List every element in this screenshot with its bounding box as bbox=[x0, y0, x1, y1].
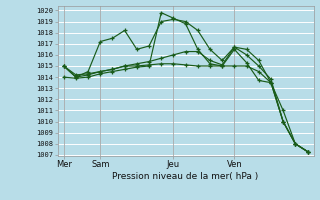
X-axis label: Pression niveau de la mer( hPa ): Pression niveau de la mer( hPa ) bbox=[112, 172, 259, 181]
